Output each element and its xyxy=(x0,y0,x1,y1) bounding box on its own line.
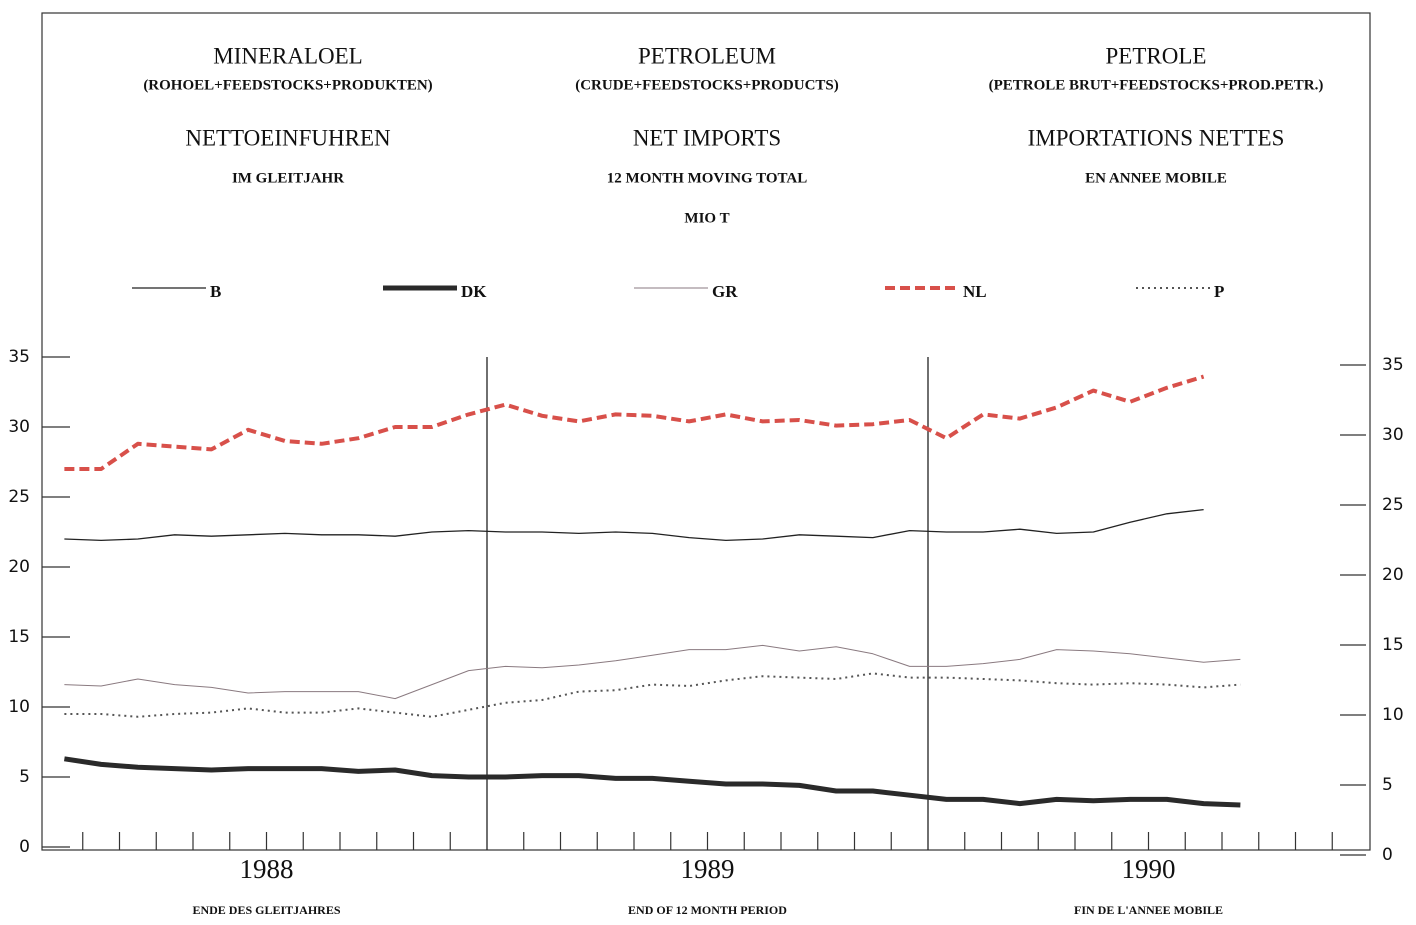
series-line xyxy=(64,644,1241,700)
y-tick-label-right: 25 xyxy=(1382,495,1404,515)
y-tick-label-right: 0 xyxy=(1382,845,1393,865)
y-tick-label: 30 xyxy=(8,417,30,437)
frame xyxy=(41,12,1371,851)
y-tick-label-right: 15 xyxy=(1382,635,1404,655)
year-label: 1988 xyxy=(240,854,294,884)
y-tick-label: 15 xyxy=(8,627,30,647)
title: MINERALOEL xyxy=(213,43,362,68)
measure: NET IMPORTS xyxy=(633,125,781,150)
year-label: 1990 xyxy=(1122,854,1176,884)
y-tick-label: 5 xyxy=(19,767,30,787)
y-tick-label-right: 30 xyxy=(1382,425,1404,445)
y-tick-label-right: 35 xyxy=(1382,355,1404,375)
y-tick-label-right: 10 xyxy=(1382,705,1404,725)
legend-label: DK xyxy=(461,282,487,301)
legend-label: GR xyxy=(712,282,738,301)
period-label: FIN DE L'ANNEE MOBILE xyxy=(1074,903,1223,917)
subtitle: (ROHOEL+FEEDSTOCKS+PRODUKTEN) xyxy=(143,77,432,93)
unit: MIO T xyxy=(684,210,729,226)
y-tick-label: 35 xyxy=(8,347,30,367)
y-tick-label: 20 xyxy=(8,557,30,577)
y-tick-label-right: 20 xyxy=(1382,565,1404,585)
y-tick-label: 0 xyxy=(19,837,30,857)
period: 12 MONTH MOVING TOTAL xyxy=(607,170,807,186)
legend-label: NL xyxy=(963,282,987,301)
legend-label: B xyxy=(210,282,221,301)
y-tick-label: 25 xyxy=(8,487,30,507)
title: PETROLE xyxy=(1106,43,1207,68)
measure: NETTOEINFUHREN xyxy=(185,125,391,150)
series-line xyxy=(63,756,1241,808)
series-line xyxy=(64,508,1204,542)
period: IM GLEITJAHR xyxy=(232,170,344,186)
y-tick-label: 10 xyxy=(8,697,30,717)
y-tick-label-right: 5 xyxy=(1382,775,1393,795)
subtitle: (CRUDE+FEEDSTOCKS+PRODUCTS) xyxy=(575,77,839,93)
period-label: END OF 12 MONTH PERIOD xyxy=(628,903,787,917)
subtitle: (PETROLE BRUT+FEEDSTOCKS+PROD.PETR.) xyxy=(989,77,1324,93)
year-label: 1989 xyxy=(681,854,735,884)
measure: IMPORTATIONS NETTES xyxy=(1028,125,1285,150)
legend-label: P xyxy=(1214,282,1224,301)
series-line xyxy=(64,672,1241,718)
title: PETROLEUM xyxy=(638,43,776,68)
period-label: ENDE DES GLEITJAHRES xyxy=(192,903,340,917)
period: EN ANNEE MOBILE xyxy=(1085,170,1227,186)
series-line xyxy=(64,374,1205,471)
